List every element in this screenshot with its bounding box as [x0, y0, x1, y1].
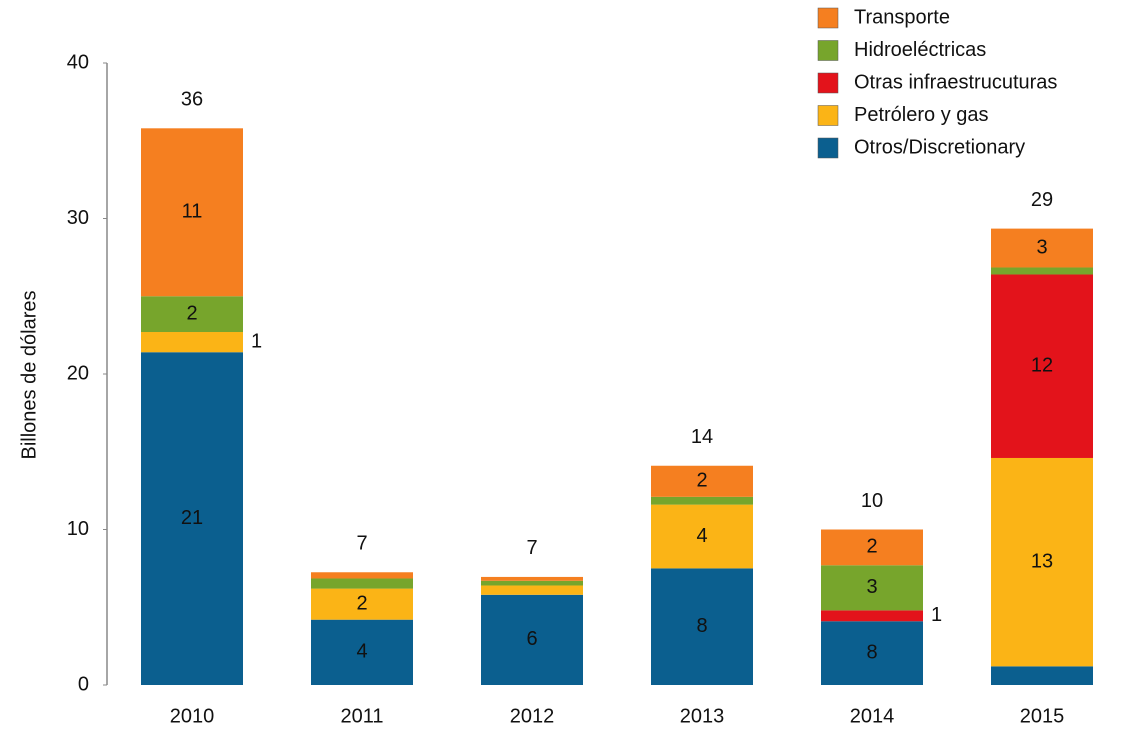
total-label: 7	[356, 533, 367, 555]
data-label: 2	[696, 470, 707, 492]
x-tick-label: 2010	[170, 705, 215, 727]
x-tick-label: 2012	[510, 705, 555, 727]
bar-segment	[141, 352, 243, 685]
bar-segment	[651, 568, 753, 685]
bar-segment	[481, 580, 583, 586]
bar-segment	[141, 128, 243, 297]
legend-label: Transporte	[854, 6, 950, 28]
y-tick-label: 0	[78, 673, 89, 695]
data-label: 1	[251, 330, 262, 352]
legend-label: Otras infraestrucuturas	[854, 71, 1057, 93]
legend-swatch	[817, 105, 839, 126]
bar-segment	[311, 619, 413, 685]
total-label: 14	[691, 426, 713, 448]
legend-label: Otros/Discretionary	[854, 136, 1025, 158]
data-label: 4	[696, 525, 707, 547]
x-tick-label: 2015	[1020, 705, 1065, 727]
data-label: 2	[356, 592, 367, 614]
data-label: 1	[931, 604, 942, 626]
data-label: 2	[866, 536, 877, 558]
bar-segment	[991, 267, 1093, 275]
total-label: 7	[526, 537, 537, 559]
y-tick-label: 20	[67, 362, 89, 384]
legend-label: Petrólero y gas	[854, 104, 989, 126]
data-label: 11	[182, 201, 203, 223]
bar-segment	[991, 666, 1093, 685]
data-label: 12	[1031, 355, 1053, 377]
bar-segment	[651, 465, 753, 497]
bar-segment	[651, 504, 753, 569]
data-label: 13	[1031, 550, 1053, 572]
legend-label: Hidroeléctricas	[854, 39, 986, 61]
total-label: 10	[861, 490, 883, 512]
data-label: 4	[356, 641, 367, 663]
data-label: 3	[866, 576, 877, 598]
y-tick-label: 30	[67, 207, 89, 229]
bar-segment	[141, 296, 243, 333]
y-axis-title: Billones de dólares	[18, 291, 40, 460]
bar-segment	[821, 621, 923, 685]
total-label: 36	[181, 89, 203, 111]
bar-segment	[991, 457, 1093, 667]
legend-swatch	[817, 72, 839, 94]
bar-segment	[481, 594, 583, 685]
bar-segment	[311, 572, 413, 579]
bar-segment	[141, 332, 243, 353]
data-label: 8	[866, 641, 877, 663]
bar-segment	[821, 529, 923, 566]
bar-segment	[651, 496, 753, 505]
data-label: 3	[1036, 236, 1047, 258]
x-tick-label: 2014	[850, 705, 895, 727]
x-tick-label: 2013	[680, 705, 725, 727]
y-tick-label: 10	[67, 518, 89, 540]
legend-swatch	[817, 137, 839, 159]
bar-segment	[311, 588, 413, 620]
total-label: 29	[1031, 189, 1053, 211]
legend-swatch	[817, 40, 839, 61]
data-label: 8	[696, 615, 707, 637]
bar-segment	[821, 565, 923, 611]
data-label: 2	[186, 302, 197, 324]
x-tick-label: 2011	[340, 705, 383, 727]
legend-swatch	[817, 7, 839, 29]
bar-segment	[481, 585, 583, 595]
data-label: 21	[181, 507, 203, 529]
data-label: 6	[526, 628, 537, 650]
bar-segment	[991, 228, 1093, 268]
bar-segment	[481, 576, 583, 581]
y-tick-label: 40	[67, 51, 89, 73]
bar-segment	[991, 274, 1093, 458]
bar-segment	[821, 610, 923, 622]
bar-segment	[311, 578, 413, 589]
